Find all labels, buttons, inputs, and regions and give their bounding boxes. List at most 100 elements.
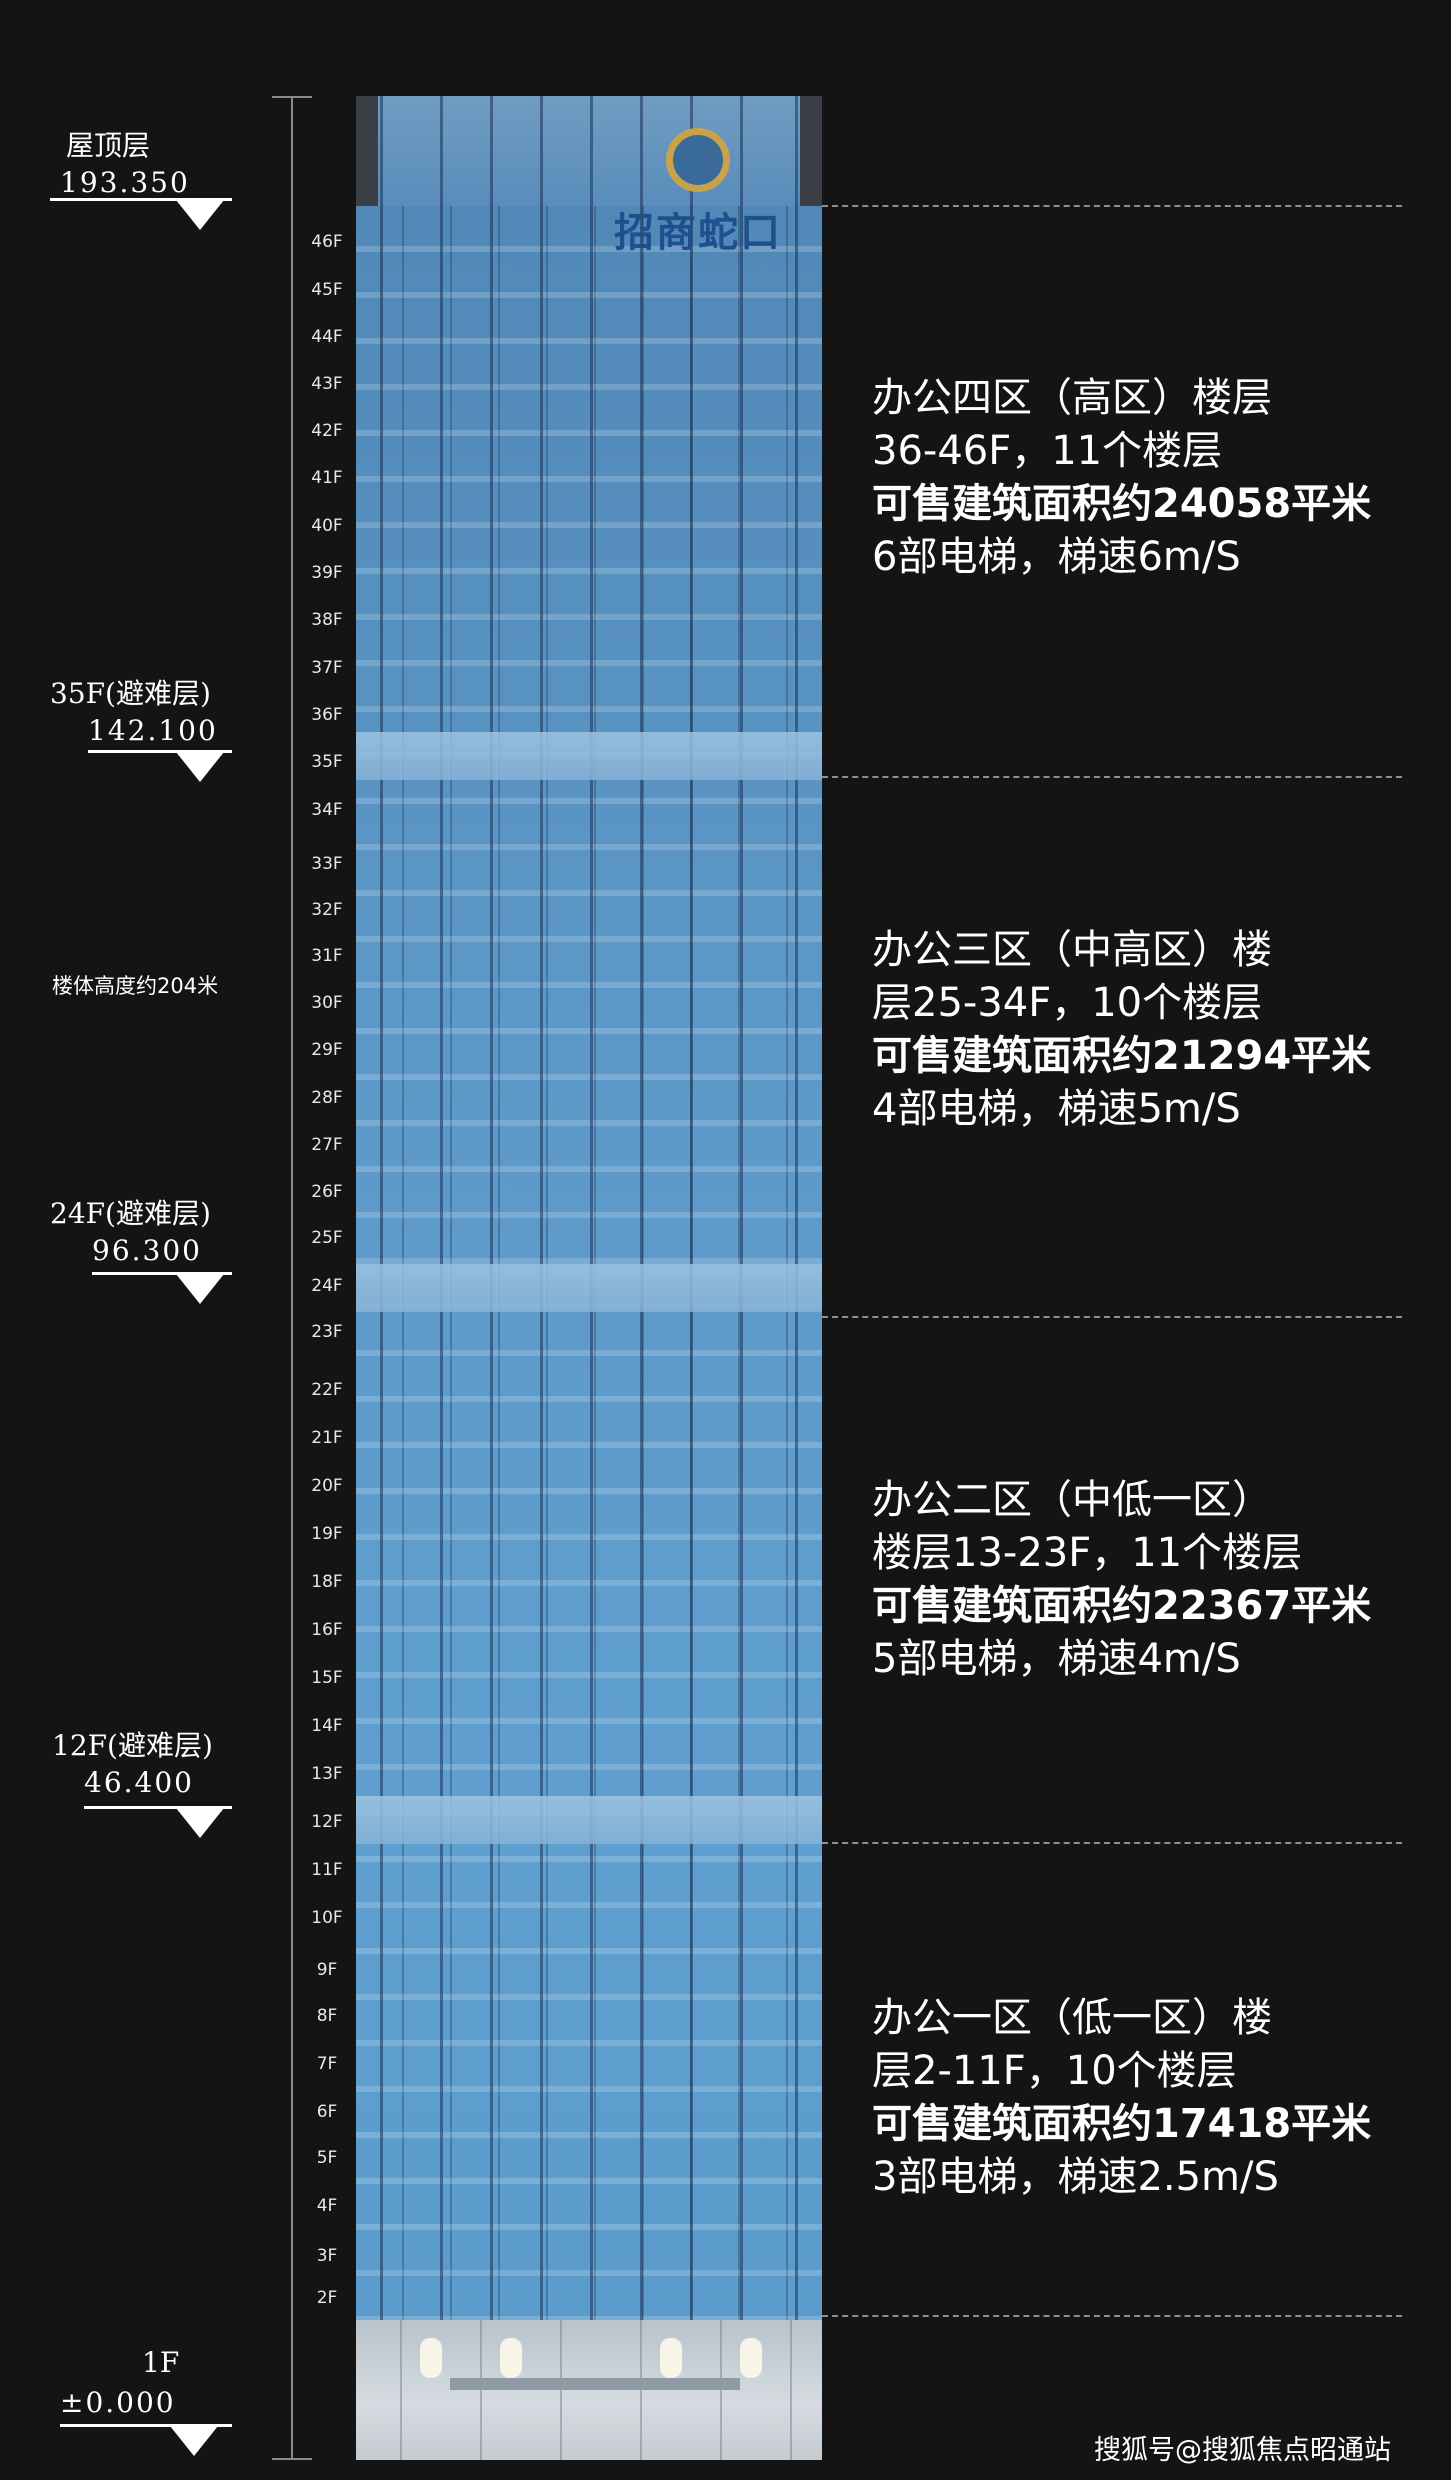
floor-label: 31F — [311, 946, 343, 966]
level-1f-name: 1F — [142, 2346, 180, 2379]
zone-3-area: 可售建筑面积约21294平米 — [872, 1033, 1372, 1079]
company-logo-icon — [666, 128, 730, 192]
floor-label: 21F — [311, 1428, 343, 1448]
floor-label: 5F — [316, 2148, 338, 2168]
facade-mullion — [740, 96, 743, 2320]
zone-4-area: 可售建筑面积约24058平米 — [872, 481, 1372, 527]
zone-2-area: 可售建筑面积约22367平米 — [872, 1583, 1372, 1629]
building-height-note: 楼体高度约204米 — [52, 974, 219, 998]
level-roof-name: 屋顶层 — [66, 129, 151, 162]
level-12f-value: 46.400 — [84, 1766, 194, 1799]
zone-divider-top — [822, 205, 1402, 207]
floor-label: 34F — [311, 800, 343, 820]
floor-label: 14F — [311, 1716, 343, 1736]
floor-label: 12F — [311, 1812, 343, 1832]
facade-mullion — [590, 96, 593, 2320]
zone-divider-12f — [822, 1842, 1402, 1844]
floor-label: 16F — [311, 1620, 343, 1640]
zone-4-title: 办公四区（高区）楼层 — [872, 375, 1272, 421]
zone-divider-1f — [822, 2315, 1402, 2317]
zone-1-elevator: 3部电梯，梯速2.5m/S — [872, 2154, 1279, 2200]
floor-label: 39F — [311, 563, 343, 583]
floor-label: 4F — [316, 2196, 338, 2216]
zone-3-title: 办公三区（中高区）楼 — [872, 927, 1272, 973]
lobby-light — [500, 2338, 522, 2378]
lobby-light — [420, 2338, 442, 2378]
zone-3-description: 办公三区（中高区）楼 层25-34F，10个楼层 可售建筑面积约21294平米 … — [872, 924, 1371, 1136]
floor-label: 28F — [311, 1088, 343, 1108]
floor-label: 45F — [311, 280, 343, 300]
floor-label: 37F — [311, 658, 343, 678]
level-1f-line — [60, 2424, 232, 2427]
refuge-floor-12f-band — [356, 1796, 822, 1844]
facade-mullion — [380, 96, 383, 2320]
lobby-light — [740, 2338, 762, 2378]
zone-1-floors: 层2-11F，10个楼层 — [872, 2048, 1237, 2094]
zone-divider-35f — [822, 776, 1402, 778]
floor-label: 42F — [311, 421, 343, 441]
facade-mullion — [690, 96, 693, 2320]
floor-label: 44F — [311, 327, 343, 347]
level-12f-name: 12F(避难层) — [52, 1729, 213, 1762]
floor-label: 7F — [316, 2054, 338, 2074]
floor-label: 20F — [311, 1476, 343, 1496]
facade-mullion — [540, 96, 543, 2320]
floor-label: 19F — [311, 1524, 343, 1544]
facade-mullion — [440, 96, 443, 2320]
floor-label: 35F — [311, 752, 343, 772]
zone-2-floors: 楼层13-23F，11个楼层 — [872, 1530, 1303, 1576]
level-1f-value: ±0.000 — [60, 2386, 176, 2419]
elevation-axis — [291, 96, 293, 2460]
floor-label: 30F — [311, 993, 343, 1013]
level-24f-marker-icon — [176, 1274, 224, 1304]
refuge-floor-35f-band — [356, 732, 822, 780]
level-roof-line — [50, 198, 232, 201]
floor-label: 27F — [311, 1135, 343, 1155]
zone-4-elevator: 6部电梯，梯速6m/S — [872, 534, 1241, 580]
floor-label: 11F — [311, 1860, 343, 1880]
refuge-floor-24f-band — [356, 1264, 822, 1312]
level-1f-marker-icon — [170, 2426, 218, 2456]
floor-label: 9F — [316, 1960, 338, 1980]
floor-label: 26F — [311, 1182, 343, 1202]
tower-crown — [356, 96, 822, 206]
zone-divider-24f — [822, 1316, 1402, 1318]
floor-label: 46F — [311, 232, 343, 252]
floor-label: 18F — [311, 1572, 343, 1592]
lobby-mullion — [720, 2320, 722, 2460]
floor-label: 32F — [311, 900, 343, 920]
crown-step-left — [356, 96, 378, 206]
tower-floor-bands — [356, 206, 822, 2320]
facade-mullion — [795, 96, 798, 2320]
floor-label: 6F — [316, 2102, 338, 2122]
crown-step-right — [800, 96, 822, 206]
lobby-mullion — [400, 2320, 402, 2460]
lobby-mullion — [640, 2320, 642, 2460]
zone-2-title: 办公二区（中低一区） — [872, 1477, 1272, 1523]
floor-label: 13F — [311, 1764, 343, 1784]
lobby-canopy — [450, 2378, 740, 2390]
level-35f-name: 35F(避难层) — [50, 677, 211, 710]
lobby-light — [660, 2338, 682, 2378]
floor-label: 22F — [311, 1380, 343, 1400]
level-35f-line — [88, 750, 232, 753]
floor-label: 10F — [311, 1908, 343, 1928]
level-12f-line — [84, 1806, 232, 1809]
lobby-mullion — [560, 2320, 562, 2460]
zone-3-elevator: 4部电梯，梯速5m/S — [872, 1086, 1241, 1132]
zone-3-floors: 层25-34F，10个楼层 — [872, 980, 1263, 1026]
floor-label: 33F — [311, 854, 343, 874]
floor-label: 23F — [311, 1322, 343, 1342]
zone-4-description: 办公四区（高区）楼层 36-46F，11个楼层 可售建筑面积约24058平米 6… — [872, 372, 1371, 584]
lobby-mullion — [480, 2320, 482, 2460]
floor-label: 29F — [311, 1040, 343, 1060]
level-35f-marker-icon — [176, 752, 224, 782]
zone-2-elevator: 5部电梯，梯速4m/S — [872, 1636, 1241, 1682]
zone-1-title: 办公一区（低一区）楼 — [872, 1995, 1272, 2041]
floor-label: 43F — [311, 374, 343, 394]
facade-mullion — [640, 96, 643, 2320]
floor-label: 8F — [316, 2006, 338, 2026]
floor-label: 15F — [311, 1668, 343, 1688]
level-24f-line — [92, 1272, 232, 1275]
floor-label: 25F — [311, 1228, 343, 1248]
